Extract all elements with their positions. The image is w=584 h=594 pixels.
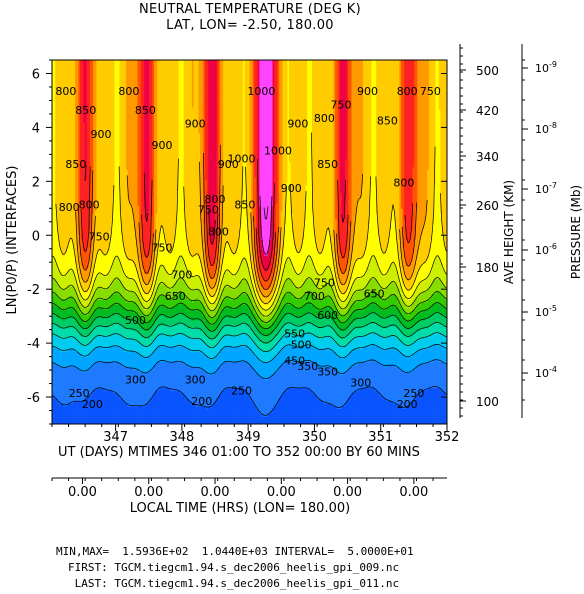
chart-subtitle: LAT, LON= -2.50, 180.00 [166,18,334,33]
chart-title: NEUTRAL TEMPERATURE (DEG K) [139,2,361,17]
